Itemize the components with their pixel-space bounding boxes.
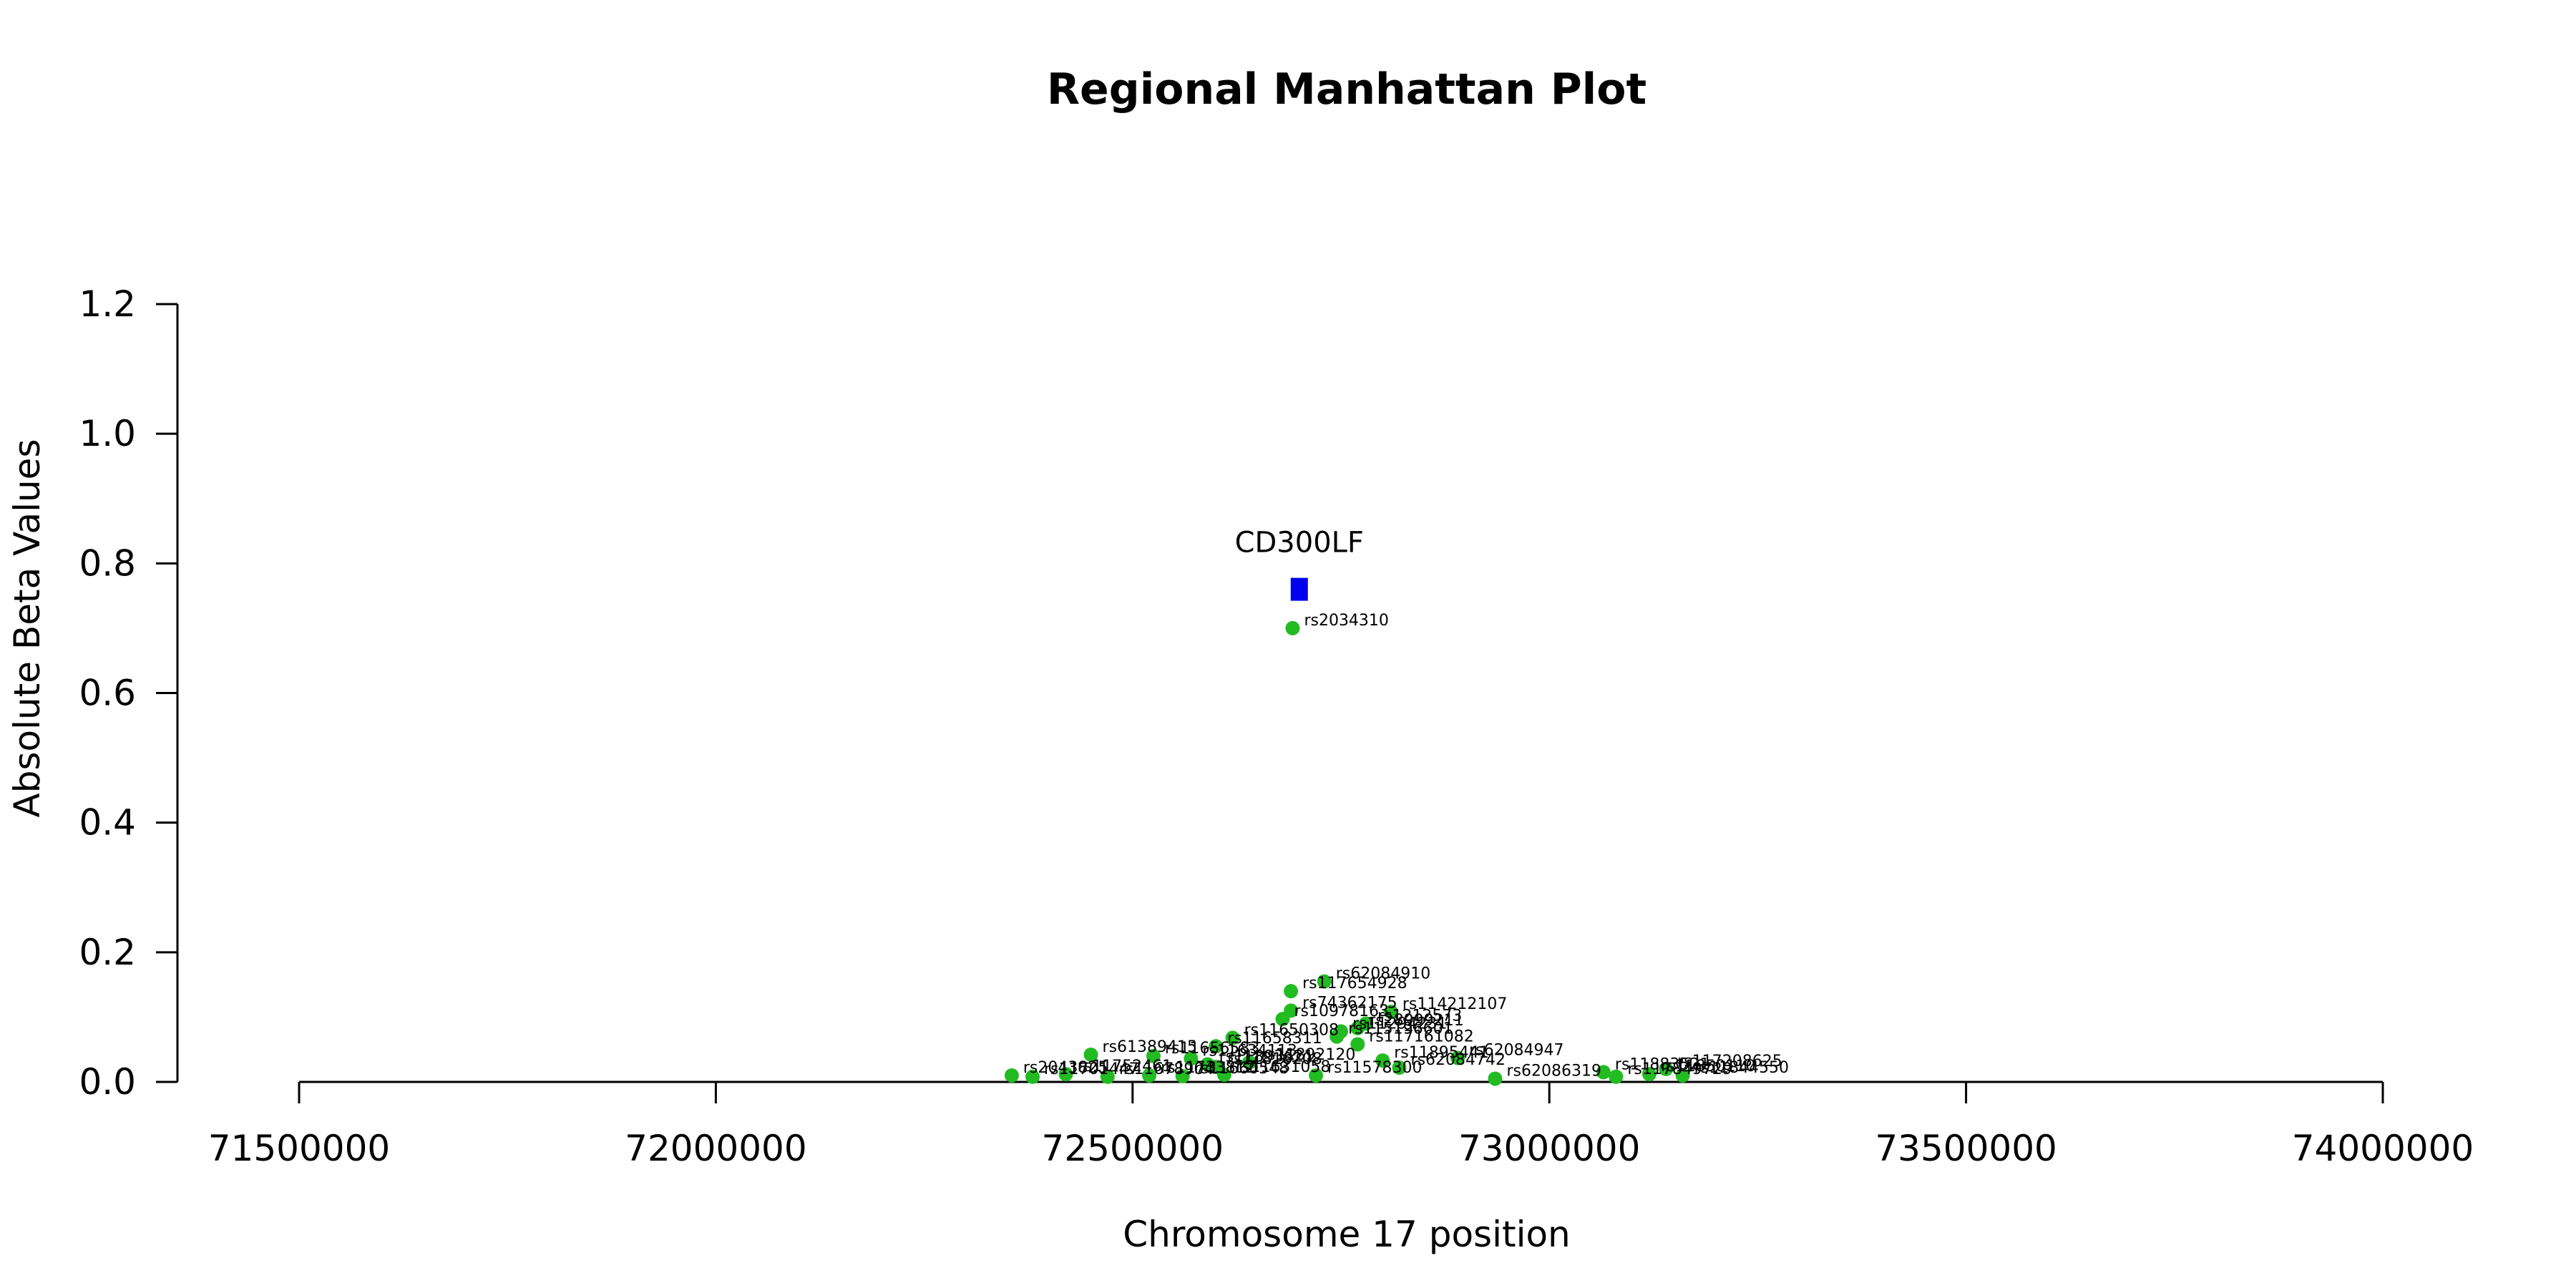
- snp-label: rs117849729: [1627, 1060, 1732, 1078]
- snp-label: rs2034310: [1304, 612, 1389, 630]
- snp-point: [1209, 1039, 1224, 1054]
- snp-point: [1350, 1037, 1365, 1052]
- snp-point: [1184, 1051, 1199, 1066]
- snp-label: rs117654928: [1302, 975, 1407, 992]
- snp-point: [1142, 1068, 1157, 1083]
- y-tick-label: 0.4: [79, 802, 136, 844]
- snp-point: [1675, 1068, 1690, 1083]
- x-tick-label: 73500000: [1875, 1128, 2057, 1169]
- snp-label: rs62084910: [1336, 965, 1430, 983]
- snp-points: [1004, 620, 1690, 1086]
- snp-label: rs62086319: [1506, 1062, 1601, 1080]
- snp-label: rs11656583: [1165, 1040, 1259, 1058]
- x-axis-ticks: 71500000 72000000 72500000 73000000 73500000…: [208, 1082, 2474, 1169]
- gene-label: CD300LF: [1235, 527, 1364, 560]
- snp-point: [1383, 1005, 1398, 1020]
- snp-label: rs11850110: [1661, 1058, 1755, 1075]
- snp-point: [1450, 1050, 1465, 1065]
- x-tick-label: 72000000: [625, 1128, 807, 1169]
- y-tick-label: 1.0: [79, 413, 136, 454]
- snp-point: [1083, 1047, 1098, 1062]
- y-tick-label: 0.2: [79, 932, 136, 973]
- snp-label: rs11883521: [1615, 1055, 1709, 1073]
- snp-point: [1100, 1069, 1115, 1084]
- snp-label: rs114212107: [1402, 995, 1507, 1013]
- snp-label: rs11578300: [1327, 1059, 1422, 1077]
- snp-point: [1392, 1060, 1407, 1075]
- snp-label: rs115196601: [1348, 1020, 1453, 1038]
- y-axis-ticks: 0.0 0.2 0.4 0.6 0.8 1.0 1.2: [79, 283, 177, 1103]
- snp-point: [1175, 1068, 1190, 1083]
- x-tick-label: 74000000: [2292, 1128, 2474, 1169]
- snp-point: [1004, 1068, 1019, 1083]
- snp-point: [1488, 1071, 1503, 1086]
- gene-marker: [1290, 577, 1308, 601]
- snp-point: [1330, 1029, 1345, 1044]
- snp-label: rs1212573: [1377, 1007, 1463, 1025]
- chart-title: Regional Manhattan Plot: [1047, 64, 1646, 114]
- snp-point: [1058, 1067, 1073, 1082]
- snp-label: rs74362175: [1302, 994, 1397, 1012]
- y-tick-label: 0.0: [79, 1061, 136, 1103]
- snp-point: [1375, 1053, 1390, 1068]
- snp-point: [1225, 1030, 1240, 1045]
- snp-point: [1596, 1065, 1611, 1080]
- y-axis-label: Absolute Beta Values: [6, 439, 48, 818]
- snp-point: [1659, 1061, 1674, 1076]
- snp-label: rs11634113: [1202, 1042, 1297, 1060]
- snp-label: rs11658311: [1227, 1030, 1322, 1048]
- snp-label: rs11752461: [1078, 1058, 1172, 1075]
- y-tick-label: 0.8: [79, 542, 136, 584]
- snp-point: [1216, 1068, 1231, 1083]
- gene-marker-group: CD300LF: [1235, 527, 1364, 601]
- x-tick-label: 71500000: [208, 1128, 391, 1169]
- snp-label: rs11816208: [1227, 1050, 1322, 1068]
- snp-point: [1350, 1020, 1365, 1035]
- snp-label: rs11733812: [1161, 1059, 1255, 1077]
- snp-point: [1641, 1067, 1657, 1082]
- snp-label: rs28999211: [1369, 1012, 1463, 1030]
- snp-point: [1309, 1068, 1324, 1083]
- snp-point: [1275, 1012, 1290, 1027]
- snp-point: [1285, 620, 1300, 635]
- x-tick-label: 73000000: [1458, 1128, 1641, 1169]
- snp-label: rs11895441: [1394, 1044, 1488, 1062]
- snp-label: rs11893621: [1219, 1048, 1314, 1066]
- snp-point: [1146, 1048, 1161, 1063]
- x-tick-label: 72500000: [1042, 1128, 1224, 1169]
- snp-point: [1317, 974, 1332, 989]
- snp-point: [1609, 1069, 1624, 1084]
- snp-point: [1241, 1055, 1257, 1070]
- snp-label: rs11892120: [1261, 1046, 1355, 1064]
- snp-label: rs117161082: [1369, 1028, 1473, 1045]
- snp-label: rs2043825: [1023, 1059, 1108, 1077]
- snp-label: rs11631058: [1236, 1058, 1330, 1076]
- snp-label: rs11844550: [1694, 1059, 1789, 1077]
- snp-label: rs62084947: [1469, 1041, 1563, 1059]
- snp-label: rs11701447: [1044, 1060, 1138, 1078]
- snp-point: [1284, 984, 1299, 999]
- snp-label: rs11294231: [1352, 1015, 1447, 1033]
- snp-label: rs10978163: [1294, 1002, 1388, 1020]
- y-tick-label: 0.6: [79, 673, 136, 714]
- snp-label: rs11650308: [1244, 1021, 1339, 1039]
- snp-label: rs117208625: [1677, 1053, 1782, 1070]
- snp-label: rs11660548: [1194, 1060, 1289, 1078]
- snp-label: rs11678904: [1119, 1060, 1214, 1078]
- snp-point: [1025, 1069, 1040, 1084]
- snp-label: rs61389415: [1103, 1038, 1197, 1056]
- y-tick-label: 1.2: [79, 283, 136, 325]
- snp-label: rs62084742: [1411, 1051, 1506, 1069]
- x-axis-label: Chromosome 17 position: [1123, 1214, 1571, 1255]
